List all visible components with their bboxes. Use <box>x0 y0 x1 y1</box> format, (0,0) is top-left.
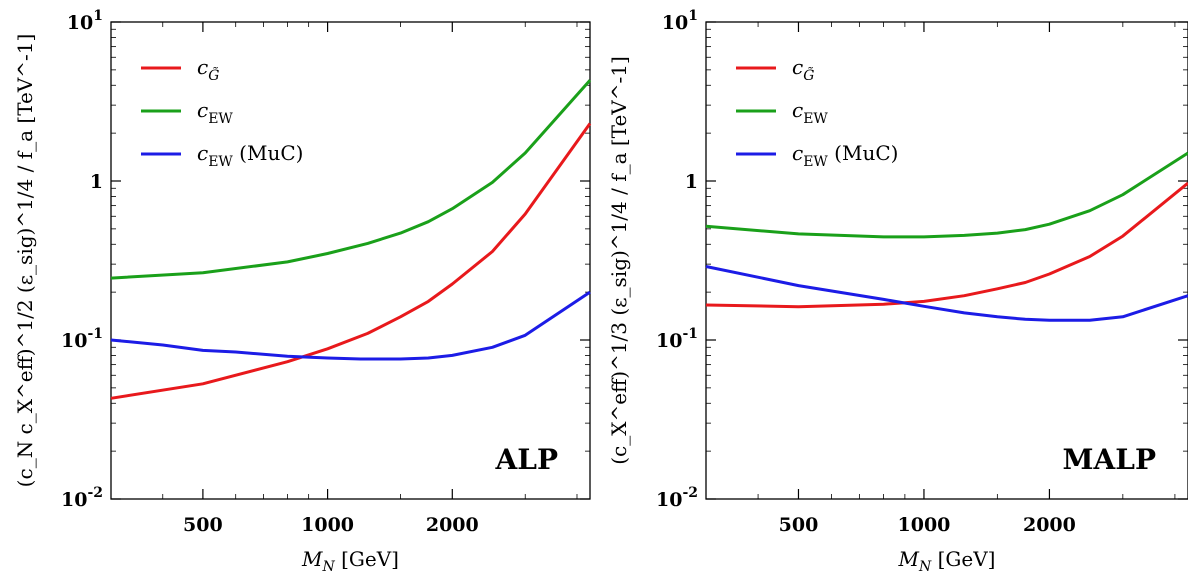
legend-label-0: cG̃ <box>197 55 219 84</box>
y-tick-label: 1 <box>90 171 103 193</box>
x-tick-label: 1000 <box>898 514 951 536</box>
y-tick-label: 10-2 <box>656 485 698 511</box>
legend-label-0: cG̃ <box>792 55 814 84</box>
legend-label-1: cEW <box>792 98 828 127</box>
plot-frame <box>110 21 591 500</box>
x-tick-label: 1000 <box>301 514 354 536</box>
x-tick-label: 500 <box>183 514 223 536</box>
malp-chart: 10-2 10-1 1 101 500 1000 2000 cG̃ cEW cEW (MuC) MA… <box>607 8 1188 575</box>
panel-label: MALP <box>1063 443 1156 476</box>
series-line-2 <box>705 265 1188 322</box>
series-line-2 <box>110 290 591 361</box>
x-axis-label: MN [GeV] <box>898 547 996 574</box>
legend-label-1: cEW <box>197 98 233 127</box>
legend-label-2: cEW (MuC) <box>197 141 303 170</box>
alp-chart: 10-2 10-1 1 101 500 1000 2000 cG̃ cEW cEW (MuC) AL… <box>13 8 592 575</box>
panel-label: ALP <box>495 443 558 476</box>
series-line-0 <box>705 181 1188 309</box>
x-axis-label: MN [GeV] <box>301 547 399 574</box>
series-line-1 <box>705 151 1188 239</box>
legend-label-2: cEW (MuC) <box>792 141 898 170</box>
y-axis-label: (c_X^eff)^1/3 (ε_sig)^1/4 / f_a [TeV^-1] <box>607 56 631 465</box>
x-tick-label: 2000 <box>426 514 479 536</box>
series-line-1 <box>110 79 592 280</box>
y-axis-label: (c_N c_X^eff)^1/2 (ε_sig)^1/4 / f_a [TeV… <box>13 34 37 488</box>
y-tick-label: 101 <box>67 8 103 34</box>
y-tick-label: 1 <box>685 171 698 193</box>
y-tick-label: 10-2 <box>61 485 103 511</box>
series-line-0 <box>110 122 592 400</box>
x-tick-label: 2000 <box>1023 514 1076 536</box>
y-tick-label: 10-1 <box>61 326 103 352</box>
x-tick-label: 500 <box>779 514 819 536</box>
y-tick-label: 10-1 <box>656 326 698 352</box>
plot-frame <box>705 21 1188 500</box>
malp-panel: 10-2 10-1 1 101 500 1000 2000 cG̃ cEW cEW (MuC) MA… <box>594 0 1188 575</box>
alp-panel: 10-2 10-1 1 101 500 1000 2000 cG̃ cEW cEW (MuC) AL… <box>0 0 594 575</box>
y-tick-label: 101 <box>662 8 698 34</box>
